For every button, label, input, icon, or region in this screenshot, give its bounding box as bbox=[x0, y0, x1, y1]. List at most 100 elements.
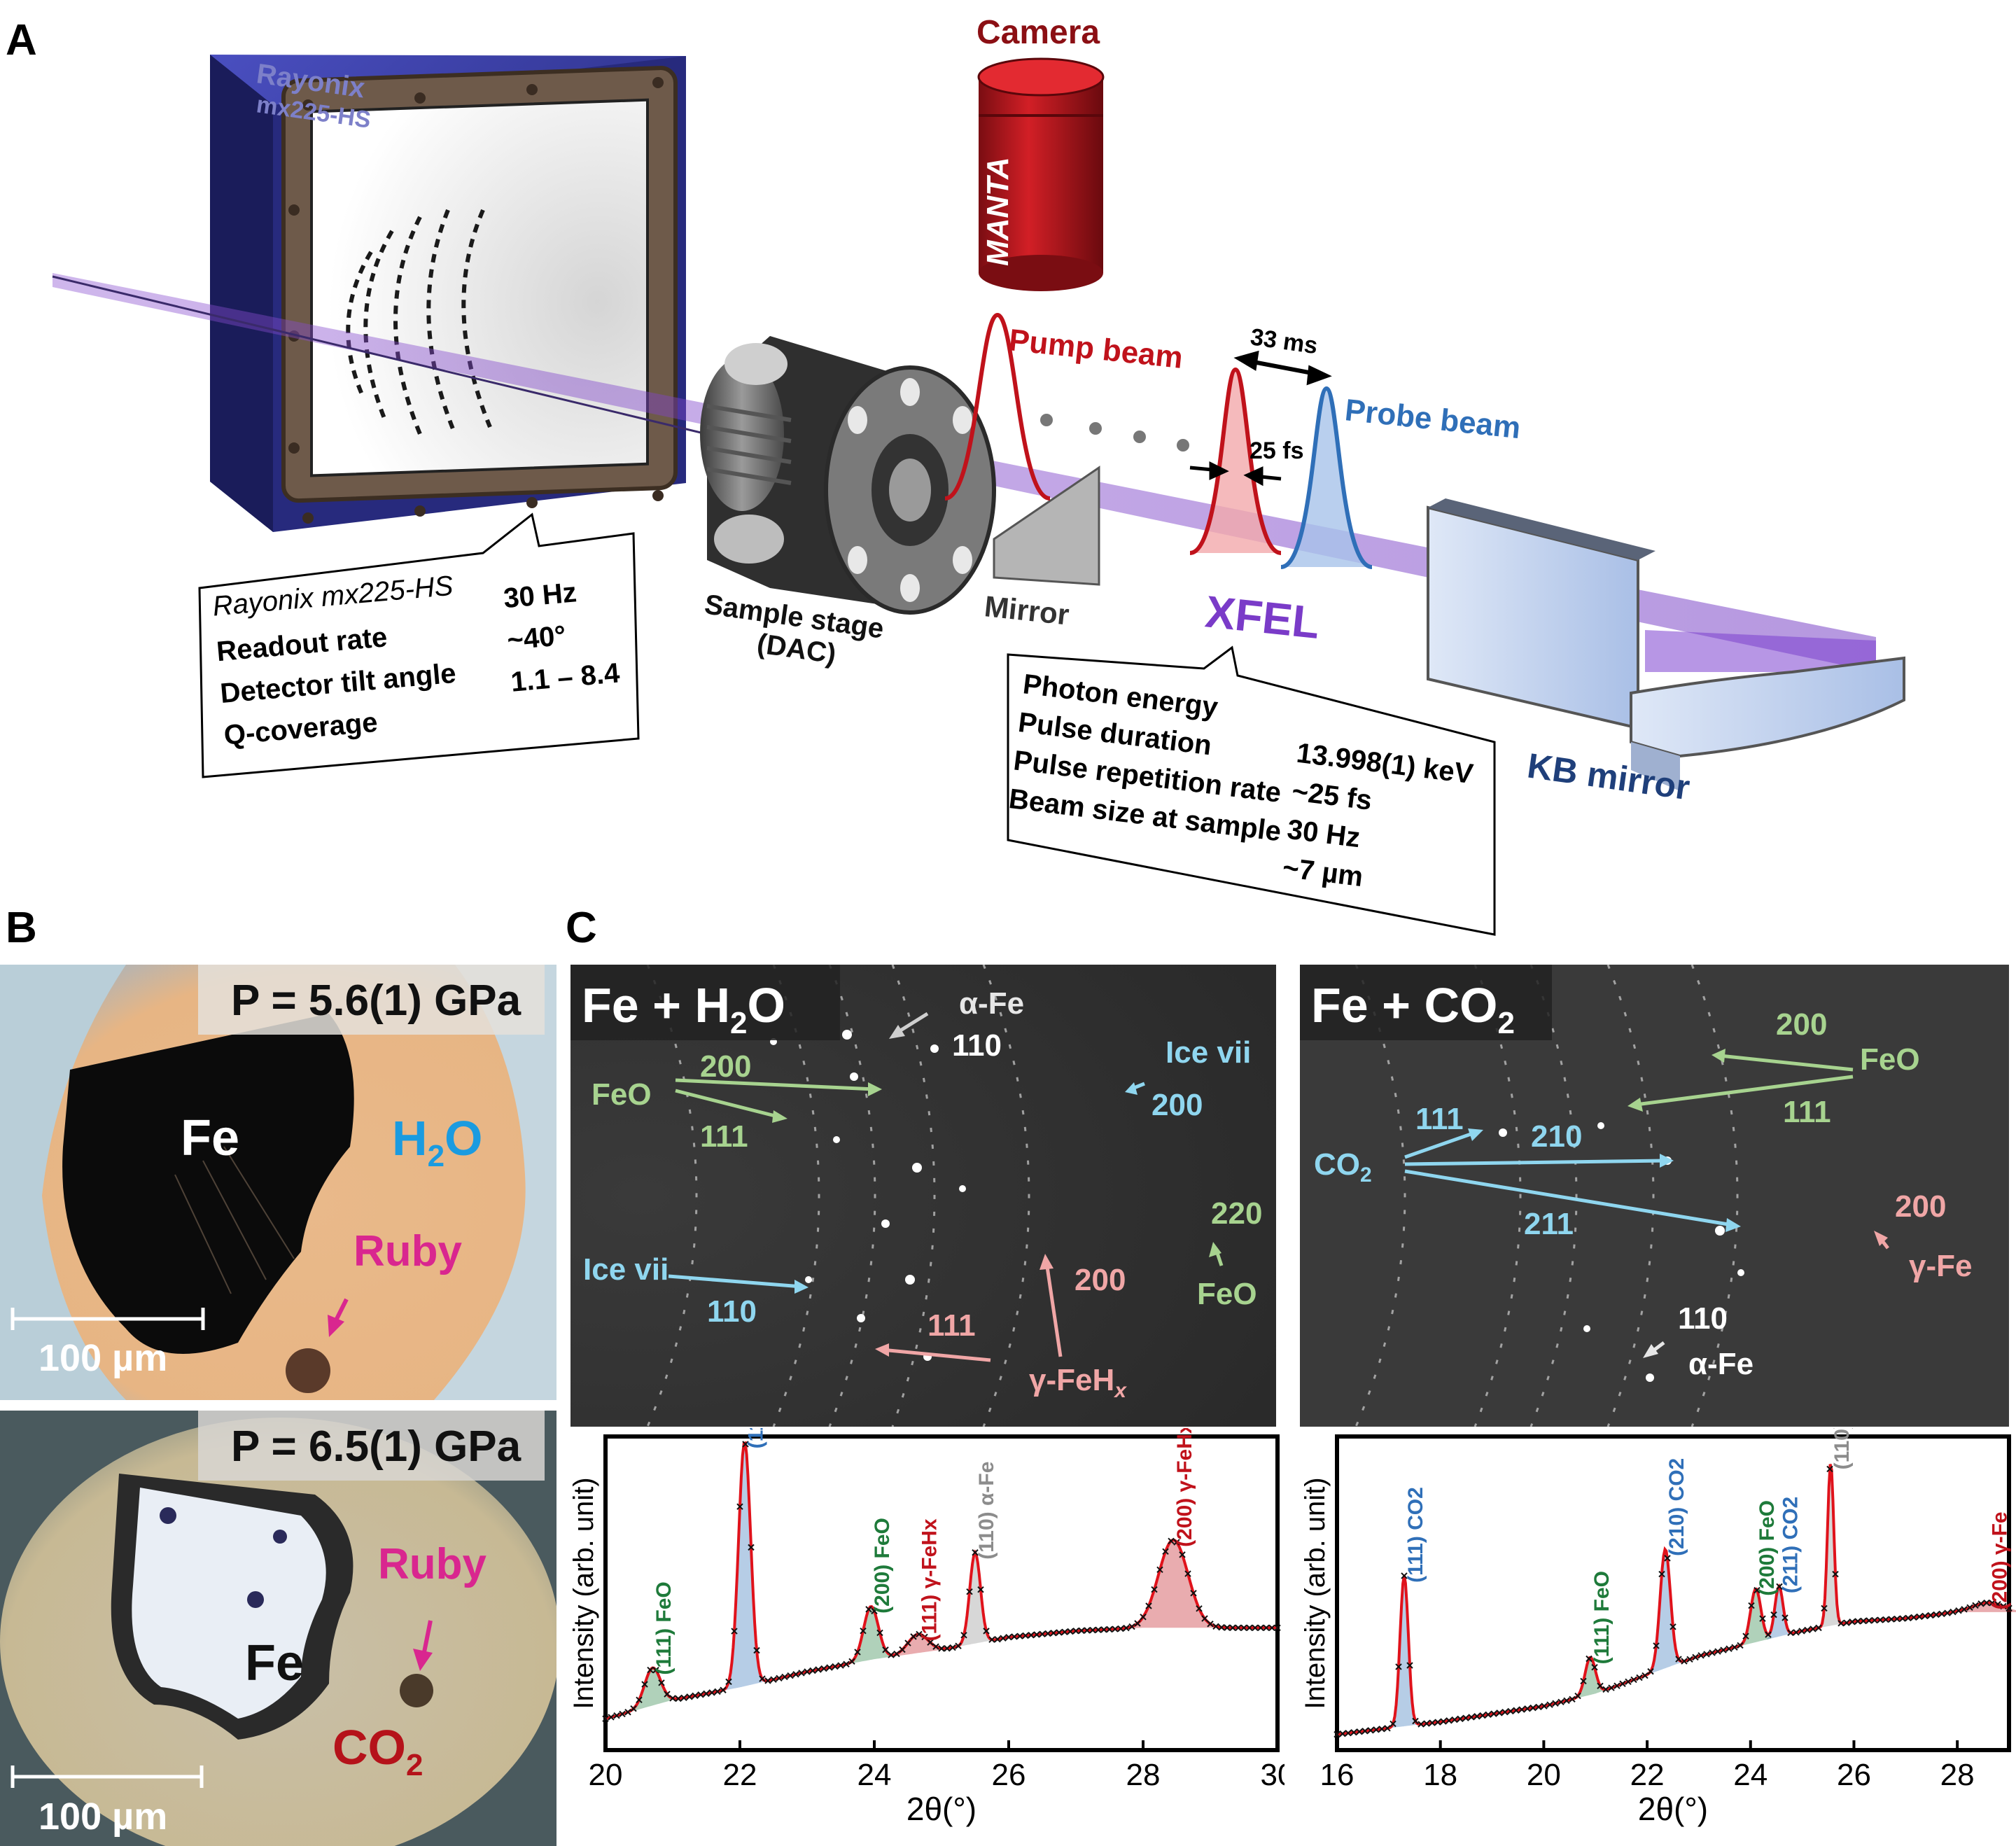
data-marker bbox=[1072, 1628, 1079, 1635]
data-marker bbox=[1849, 1618, 1856, 1625]
data-marker bbox=[1384, 1725, 1391, 1732]
data-marker bbox=[1117, 1625, 1124, 1632]
data-marker bbox=[1759, 1615, 1766, 1622]
data-marker bbox=[1028, 1632, 1035, 1639]
data-marker bbox=[1927, 1611, 1934, 1619]
data-marker bbox=[1698, 1652, 1704, 1659]
data-marker bbox=[972, 1549, 979, 1556]
data-marker bbox=[1692, 1653, 1699, 1661]
label-co2-210: 210 bbox=[1531, 1119, 1582, 1154]
data-marker bbox=[1893, 1615, 1900, 1623]
data-marker bbox=[736, 1503, 743, 1510]
data-marker bbox=[966, 1588, 973, 1595]
data-marker bbox=[1502, 1708, 1508, 1716]
data-marker bbox=[1207, 1621, 1214, 1628]
probe-beam-label: Probe beam bbox=[1343, 393, 1522, 445]
data-marker bbox=[1373, 1726, 1380, 1733]
data-marker bbox=[1016, 1632, 1023, 1639]
data-marker bbox=[1056, 1629, 1063, 1636]
label-afe: α-Fe bbox=[1688, 1347, 1754, 1381]
peak-area bbox=[1128, 1539, 1218, 1629]
data-marker bbox=[882, 1646, 889, 1653]
data-marker bbox=[832, 1663, 839, 1670]
data-marker bbox=[2005, 1604, 2012, 1612]
data-marker bbox=[1446, 1717, 1452, 1724]
data-marker bbox=[1479, 1712, 1486, 1719]
label-alpha-fe: α-Fe bbox=[959, 986, 1024, 1021]
label-feo-200: 200 bbox=[1776, 1007, 1827, 1042]
data-marker bbox=[1240, 1624, 1247, 1631]
data-marker bbox=[1263, 1624, 1270, 1631]
label-ice-top-hkl: 200 bbox=[1152, 1088, 1203, 1122]
data-marker bbox=[1949, 1608, 1956, 1616]
data-marker bbox=[1106, 1625, 1113, 1633]
data-marker bbox=[932, 1643, 939, 1650]
probe-pulse bbox=[1280, 386, 1373, 569]
detector bbox=[210, 55, 686, 532]
data-marker bbox=[1625, 1678, 1632, 1686]
data-marker bbox=[1339, 1730, 1346, 1737]
data-marker bbox=[876, 1629, 883, 1637]
data-marker bbox=[820, 1665, 827, 1672]
data-marker bbox=[1765, 1631, 1772, 1638]
data-marker bbox=[1563, 1697, 1570, 1705]
data-marker bbox=[1518, 1706, 1525, 1713]
data-marker bbox=[1507, 1707, 1514, 1715]
data-marker bbox=[680, 1694, 687, 1702]
label-feo-b: FeO bbox=[1197, 1277, 1257, 1311]
data-marker bbox=[1703, 1651, 1710, 1658]
label-feo-220: 220 bbox=[1211, 1196, 1262, 1231]
pattern-fe-co2: Fe + CO2 200 FeO 111 111 CO2 210 211 200… bbox=[1300, 965, 2009, 1427]
pulse-dots bbox=[1040, 414, 1189, 452]
data-marker bbox=[1983, 1599, 1990, 1607]
data-marker bbox=[630, 1705, 637, 1712]
data-marker bbox=[1910, 1614, 1917, 1621]
data-marker bbox=[1994, 1601, 2001, 1608]
x-tick-label: 24 bbox=[858, 1758, 892, 1792]
data-marker bbox=[1569, 1695, 1576, 1703]
data-marker bbox=[1412, 1717, 1419, 1725]
data-marker bbox=[1156, 1566, 1163, 1574]
delay-arrow bbox=[1233, 350, 1332, 386]
setup-diagram: Rayonix mx225-HS Camera MANTA Sample bbox=[52, 14, 1905, 936]
plot-frame bbox=[1335, 1434, 2011, 1752]
data-marker bbox=[703, 1690, 710, 1698]
data-marker bbox=[613, 1712, 620, 1719]
data-marker bbox=[1977, 1600, 1984, 1607]
data-marker bbox=[753, 1646, 760, 1654]
data-marker bbox=[848, 1658, 855, 1665]
label-gfe: γ-Fe bbox=[1909, 1249, 1972, 1283]
data-marker bbox=[1546, 1701, 1553, 1708]
photo-top-fe: Fe bbox=[181, 1110, 239, 1166]
xfel-label: XFEL bbox=[1203, 586, 1322, 648]
peak-label: (211) CO2 bbox=[1779, 1497, 1802, 1593]
data-marker bbox=[720, 1686, 727, 1693]
data-marker bbox=[1916, 1613, 1923, 1621]
data-marker bbox=[1614, 1682, 1620, 1689]
xfel-pulse bbox=[1189, 367, 1282, 555]
data-marker bbox=[1162, 1548, 1169, 1555]
data-marker bbox=[1731, 1644, 1738, 1651]
data-marker bbox=[1754, 1586, 1760, 1594]
peak-label: (111) FeO bbox=[652, 1581, 676, 1674]
data-marker bbox=[1367, 1727, 1374, 1734]
peak-label: (111) FeO bbox=[1590, 1571, 1614, 1664]
peak-label: (200) FeO bbox=[1756, 1500, 1779, 1596]
data-marker bbox=[843, 1660, 850, 1667]
photo-top-scale: 100 µm bbox=[38, 1337, 167, 1379]
data-marker bbox=[1134, 1620, 1141, 1627]
data-marker bbox=[910, 1633, 917, 1640]
data-marker bbox=[1647, 1667, 1654, 1675]
label-gfe-200: 200 bbox=[1895, 1189, 1946, 1224]
plot-frame bbox=[603, 1434, 1280, 1752]
data-marker bbox=[1770, 1611, 1777, 1618]
delay-label: 33 ms bbox=[1249, 323, 1320, 359]
x-tick-label: 20 bbox=[589, 1758, 623, 1792]
data-marker bbox=[1274, 1624, 1281, 1631]
data-marker bbox=[776, 1674, 783, 1682]
data-marker bbox=[787, 1672, 794, 1679]
data-marker bbox=[1832, 1570, 1839, 1578]
photo-bottom-scale: 100 µm bbox=[38, 1796, 167, 1838]
data-marker bbox=[1050, 1630, 1057, 1637]
data-marker bbox=[624, 1709, 631, 1716]
